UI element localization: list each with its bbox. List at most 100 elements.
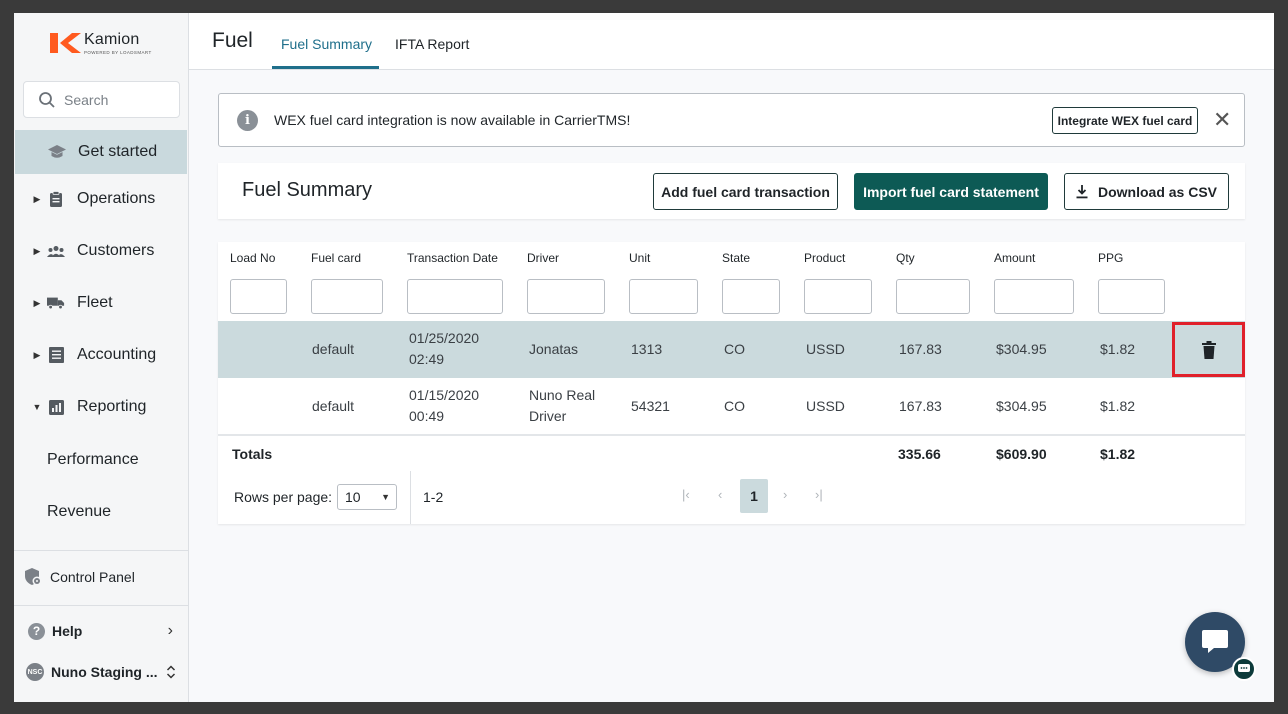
footer-divider xyxy=(410,471,411,524)
nav-accounting-label: Accounting xyxy=(77,346,157,363)
control-panel-label: Control Panel xyxy=(50,569,135,585)
column-header[interactable]: PPG xyxy=(1098,251,1124,265)
table-row[interactable]: default 01/25/2020 02:49 Jonatas 1313 CO… xyxy=(218,321,1245,378)
first-page-icon[interactable]: |‹ xyxy=(682,487,690,502)
download-csv-label: Download as CSV xyxy=(1097,183,1218,200)
wex-banner: i WEX fuel card integration is now avail… xyxy=(218,93,1245,147)
filter-load-no-input[interactable] xyxy=(230,279,287,314)
cell-unit: 1313 xyxy=(631,341,663,357)
nav-performance[interactable]: Performance xyxy=(47,451,139,468)
cell-ppg: $1.82 xyxy=(1100,341,1136,357)
top-bar: Fuel Fuel Summary IFTA Report xyxy=(189,13,1274,70)
nav-get-started[interactable]: Get started xyxy=(15,130,187,174)
cell-time: 02:49 xyxy=(409,351,445,367)
section-title: Fuel Summary xyxy=(242,179,373,201)
filter-amount-input[interactable] xyxy=(994,279,1074,314)
shield-gear-icon xyxy=(25,568,42,586)
column-header[interactable]: Fuel card xyxy=(311,251,362,265)
column-header[interactable]: Transaction Date xyxy=(407,251,498,265)
nav-operations-label: Operations xyxy=(77,190,156,207)
table-row[interactable]: default 01/15/2020 00:49 Nuno Real Drive… xyxy=(218,378,1245,435)
nav-accounting[interactable]: ▶ Accounting xyxy=(14,335,188,375)
import-statement-button[interactable]: Import fuel card statement xyxy=(854,173,1048,210)
nav-reporting[interactable]: ▼ Reporting xyxy=(14,387,188,427)
page-button-current[interactable]: 1 xyxy=(740,479,768,513)
user-menu[interactable]: NSC Nuno Staging ... xyxy=(26,663,176,681)
kamion-logo-icon xyxy=(50,33,81,53)
user-name: Nuno Staging ... xyxy=(51,664,158,680)
filter-qty-input[interactable] xyxy=(896,279,970,314)
rows-per-page-value: 10 xyxy=(345,489,361,505)
fuel-summary-header: Fuel Summary Add fuel card transaction I… xyxy=(218,163,1245,219)
filter-product-input[interactable] xyxy=(804,279,872,314)
download-icon xyxy=(1076,184,1088,198)
chevron-right-icon: › xyxy=(167,622,173,639)
nav-fleet[interactable]: ▶ Fleet xyxy=(14,283,188,323)
help-icon: ? xyxy=(28,622,45,640)
help-menu[interactable]: ? Help › xyxy=(28,622,173,640)
nav-reporting-label: Reporting xyxy=(77,398,147,415)
chevron-updown-icon xyxy=(166,665,176,679)
column-header[interactable]: Load No xyxy=(230,251,276,265)
caret-right-icon: ▶ xyxy=(33,193,41,204)
app-window: Kamion POWERED BY LOADSMART Search Get s… xyxy=(14,13,1274,702)
filter-unit-input[interactable] xyxy=(629,279,698,314)
column-header[interactable]: Driver xyxy=(527,251,559,265)
sidebar-divider xyxy=(14,605,188,606)
integrate-wex-button[interactable]: Integrate WEX fuel card xyxy=(1052,107,1198,134)
chart-icon xyxy=(47,398,65,416)
avatar: NSC xyxy=(26,663,44,681)
nav-customers[interactable]: ▶ Customers xyxy=(14,231,188,271)
totals-ppg: $1.82 xyxy=(1100,446,1136,462)
cell-fuel-card: default xyxy=(312,341,355,357)
rows-per-page-label: Rows per page: xyxy=(234,489,333,505)
table-footer: Rows per page: 10 ▼ 1-2 |‹ ‹ 1 › ›| xyxy=(218,471,1245,524)
column-header[interactable]: Qty xyxy=(896,251,915,265)
ledger-icon xyxy=(47,346,65,364)
active-tab-indicator xyxy=(272,66,379,69)
cell-product: USSD xyxy=(806,341,845,357)
search-placeholder: Search xyxy=(64,91,109,108)
cell-qty: 167.83 xyxy=(899,398,942,414)
nav-revenue[interactable]: Revenue xyxy=(47,503,112,520)
filter-driver-input[interactable] xyxy=(527,279,605,314)
tab-fuel-summary[interactable]: Fuel Summary xyxy=(281,36,373,52)
add-fuel-transaction-button[interactable]: Add fuel card transaction xyxy=(653,173,838,210)
nav-customers-label: Customers xyxy=(77,242,155,259)
column-header[interactable]: Product xyxy=(804,251,846,265)
search-icon xyxy=(39,91,55,108)
column-header[interactable]: Unit xyxy=(629,251,651,265)
last-page-icon[interactable]: ›| xyxy=(815,487,823,502)
control-panel-link[interactable]: Control Panel xyxy=(23,567,135,587)
kamion-logo[interactable]: Kamion POWERED BY LOADSMART xyxy=(48,31,152,55)
page-title: Fuel xyxy=(212,29,253,52)
rows-per-page-select[interactable]: 10 ▼ xyxy=(337,484,397,510)
close-icon[interactable]: ✕ xyxy=(1213,107,1232,132)
nav-operations[interactable]: ▶ Operations xyxy=(14,179,188,219)
pagination-range: 1-2 xyxy=(423,489,444,505)
filter-state-input[interactable] xyxy=(722,279,780,314)
filter-ppg-input[interactable] xyxy=(1098,279,1165,314)
delete-row-button[interactable] xyxy=(1172,322,1245,377)
brand-tagline: POWERED BY LOADSMART xyxy=(84,50,152,55)
column-header[interactable]: State xyxy=(722,251,751,265)
cell-driver-line2: Driver xyxy=(529,408,567,424)
chat-icon xyxy=(1202,630,1228,653)
prev-page-icon[interactable]: ‹ xyxy=(718,487,723,502)
chat-notification-icon[interactable] xyxy=(1232,657,1256,681)
clipboard-icon xyxy=(47,190,65,208)
cell-qty: 167.83 xyxy=(899,341,942,357)
filter-fuel-card-input[interactable] xyxy=(311,279,383,314)
help-label: Help xyxy=(52,623,83,639)
caret-down-icon: ▼ xyxy=(32,402,42,412)
column-header[interactable]: Amount xyxy=(994,251,1036,265)
nav-fleet-label: Fleet xyxy=(77,294,113,311)
download-csv-button[interactable]: Download as CSV xyxy=(1064,173,1229,210)
sidebar-divider xyxy=(14,550,188,551)
tab-ifta-report[interactable]: IFTA Report xyxy=(395,36,470,52)
filter-date-input[interactable] xyxy=(407,279,503,314)
trash-icon xyxy=(1201,340,1216,359)
search-input[interactable]: Search xyxy=(23,81,180,118)
dropdown-arrow-icon: ▼ xyxy=(381,492,390,502)
next-page-icon[interactable]: › xyxy=(783,487,788,502)
